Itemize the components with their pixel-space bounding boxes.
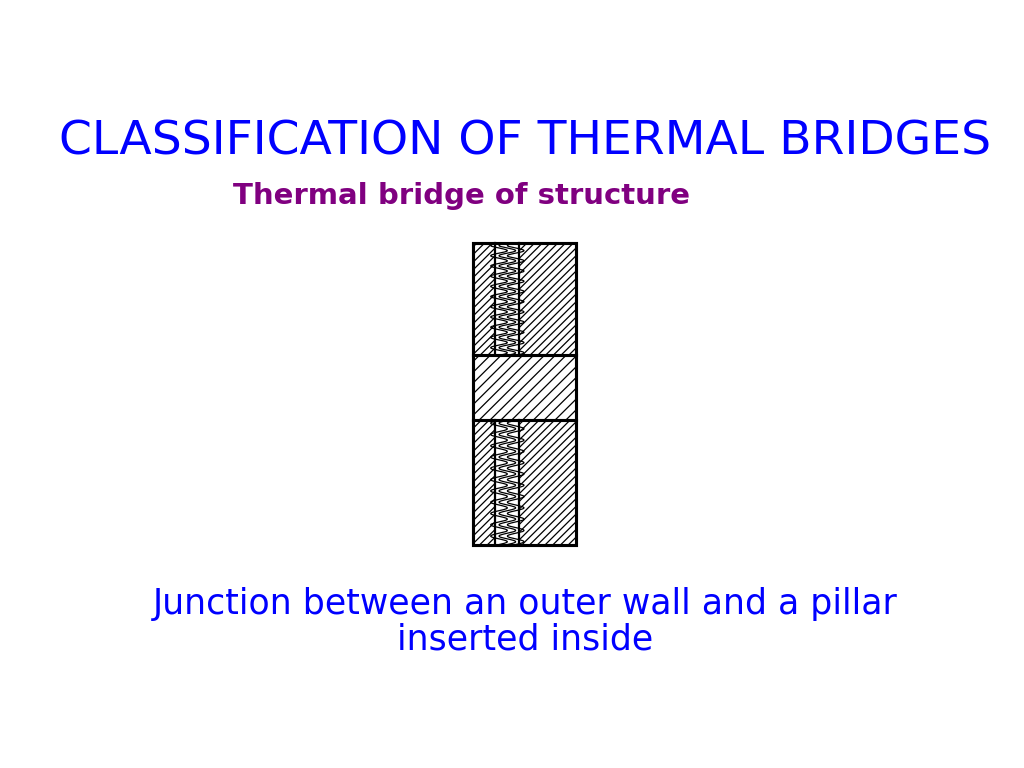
Text: Junction between an outer wall and a pillar: Junction between an outer wall and a pil… <box>153 587 897 621</box>
Text: Thermal bridge of structure: Thermal bridge of structure <box>232 182 690 210</box>
Text: inserted inside: inserted inside <box>396 622 653 656</box>
Text: CLASSIFICATION OF THERMAL BRIDGES: CLASSIFICATION OF THERMAL BRIDGES <box>58 120 991 165</box>
Bar <box>473 243 577 545</box>
